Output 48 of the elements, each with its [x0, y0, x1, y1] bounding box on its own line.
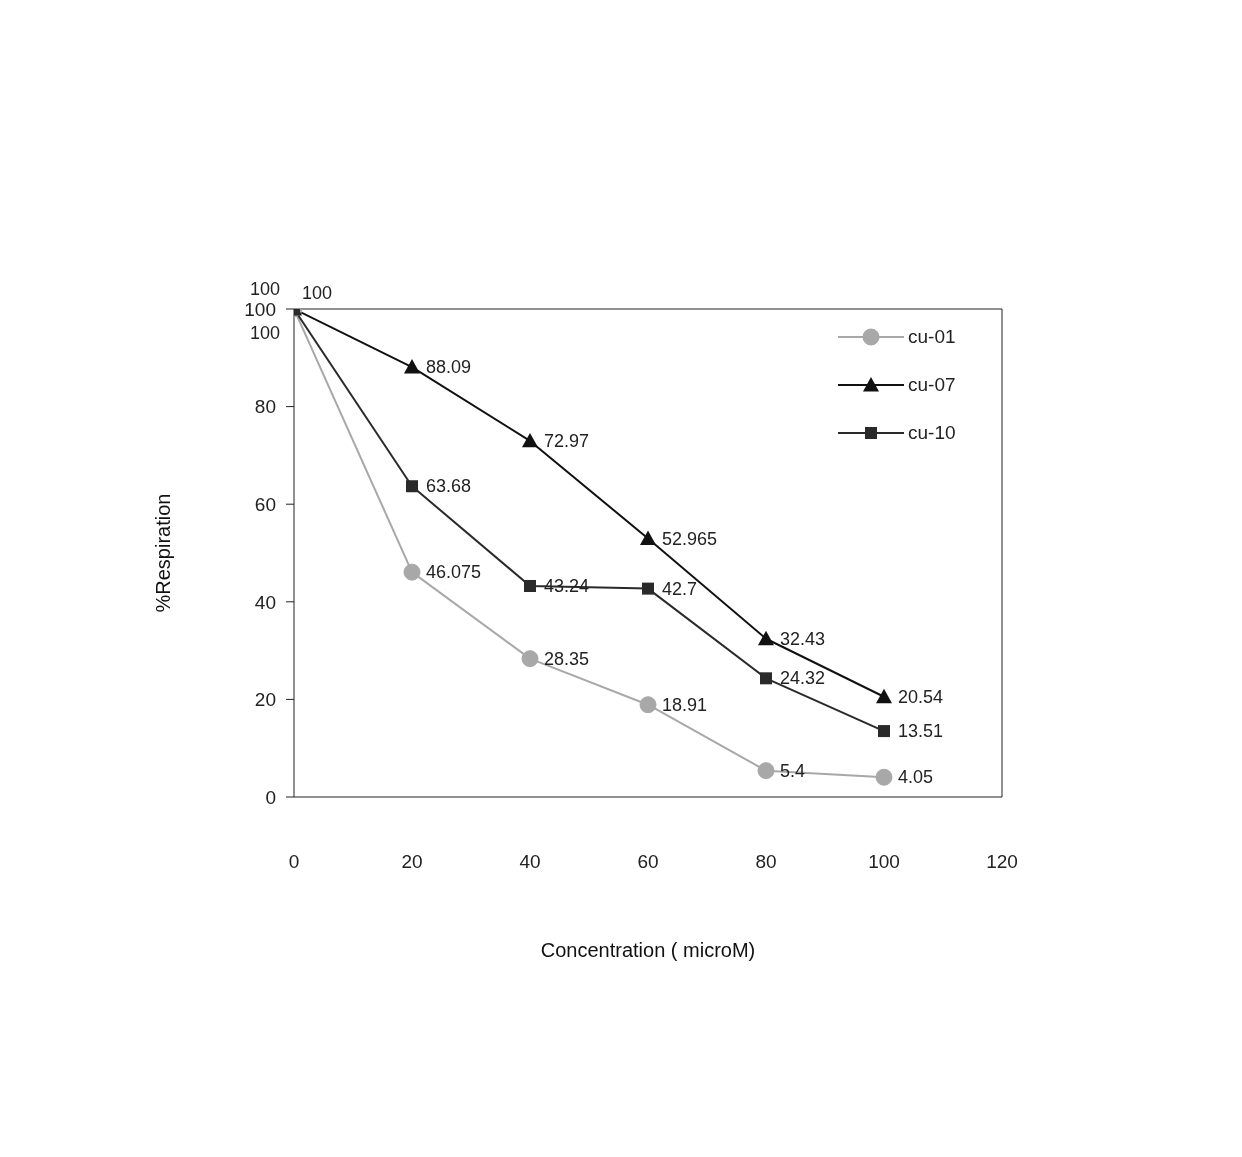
point: [640, 530, 656, 545]
point: [878, 725, 890, 738]
data-label: 18.91: [662, 694, 708, 715]
x-axis-title: Concentration ( microM): [540, 939, 756, 961]
point: [875, 768, 893, 786]
y-tick-label: 0: [265, 786, 276, 808]
data-label: 4.05: [898, 767, 934, 788]
data-label: 32.43: [780, 628, 826, 649]
data-label: 88.09: [426, 357, 472, 378]
point: [760, 672, 772, 685]
y-tick-label: 80: [254, 396, 276, 418]
y-axis-title: %Respiration: [152, 493, 175, 613]
data-label: 100: [302, 283, 333, 303]
y-tick-label: 60: [254, 493, 276, 515]
point: [403, 563, 421, 581]
x-tick-label: 80: [755, 851, 777, 873]
legend-label: cu-01: [908, 326, 956, 348]
point: [521, 650, 539, 668]
data-label: 42.7: [662, 578, 698, 599]
point: [639, 696, 657, 714]
point: [522, 432, 538, 448]
y-tick-label: 40: [254, 591, 276, 613]
data-label: 28.35: [544, 648, 590, 669]
x-tick-label: 100: [868, 851, 900, 873]
point: [758, 630, 774, 646]
data-label: 52.965: [662, 528, 718, 549]
point: [524, 579, 536, 592]
legend-label: cu-07: [908, 374, 956, 396]
data-label: 46.075: [426, 562, 482, 583]
y-tick-label: 100: [244, 298, 276, 320]
data-label: 24.32: [780, 668, 826, 689]
legend-label: cu-10: [908, 422, 956, 444]
x-tick-label: 120: [986, 851, 1018, 873]
x-tick-label: 20: [401, 851, 423, 873]
x-tick-label: 60: [637, 851, 659, 873]
point: [406, 480, 418, 493]
data-label: 72.97: [544, 430, 590, 451]
point: [642, 582, 654, 595]
data-label: 13.51: [898, 721, 944, 742]
data-label: 20.54: [898, 686, 944, 707]
point: [757, 762, 775, 780]
x-tick-label: 0: [288, 851, 300, 873]
data-label: 5.4: [780, 760, 806, 781]
point: [404, 359, 420, 374]
data-label: 63.68: [426, 476, 472, 497]
point: [876, 688, 892, 704]
x-tick-label: 40: [519, 851, 541, 873]
y-tick-label: 20: [254, 689, 276, 711]
